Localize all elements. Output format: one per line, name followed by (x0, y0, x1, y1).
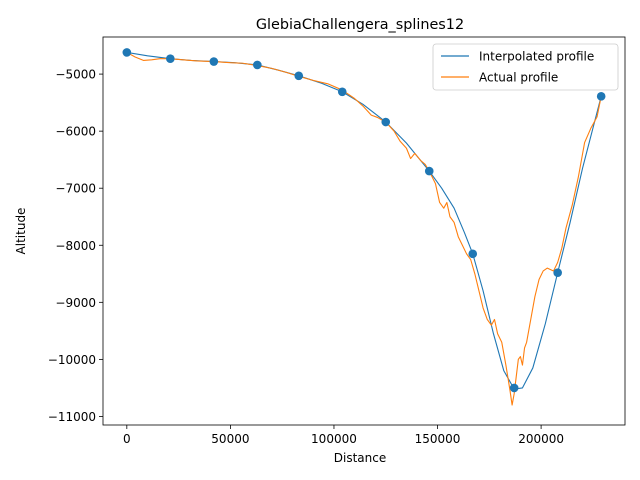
x-tick-label: 150000 (415, 432, 461, 446)
sample-point (509, 383, 519, 393)
sample-point (294, 71, 304, 81)
legend-label-actual: Actual profile (479, 71, 558, 85)
y-axis-label: Altitude (14, 208, 28, 255)
x-axis-label: Distance (334, 451, 386, 465)
plot-frame (102, 36, 626, 426)
sample-point (122, 48, 132, 57)
y-tick-label: −6000 (55, 125, 96, 139)
y-tick-label: −8000 (55, 239, 96, 253)
y-tick-label: −11000 (48, 410, 96, 424)
chart-title: GlebiaChallengera_splines12 (256, 17, 464, 33)
sample-point (596, 92, 606, 101)
sample-point (166, 54, 175, 63)
legend: Interpolated profile Actual profile (432, 43, 619, 91)
x-tick-label: 100000 (311, 432, 357, 446)
x-tick-label: 0 (123, 432, 131, 446)
sample-point (209, 57, 219, 66)
x-tick-label: 200000 (518, 432, 564, 446)
actual-profile-line (126, 51, 602, 406)
y-tick-label: −10000 (48, 353, 96, 367)
y-tick-label: −9000 (55, 296, 96, 310)
x-axis: 0 50000 100000 150000 200000 (123, 425, 564, 446)
sample-point (381, 117, 391, 127)
plot-area (102, 36, 626, 426)
legend-label-interpolated: Interpolated profile (479, 50, 594, 64)
x-tick-label: 50000 (211, 432, 249, 446)
sample-point (553, 268, 562, 277)
legend-box (432, 43, 619, 91)
sample-point (424, 166, 434, 176)
y-tick-label: −7000 (55, 182, 96, 196)
y-tick-label: −5000 (55, 68, 96, 82)
y-axis: −11000 −10000 −9000 −8000 −7000 −6000 −5000 (48, 68, 103, 424)
sample-point (337, 87, 347, 97)
sample-point (253, 60, 262, 70)
sample-point (468, 249, 478, 259)
